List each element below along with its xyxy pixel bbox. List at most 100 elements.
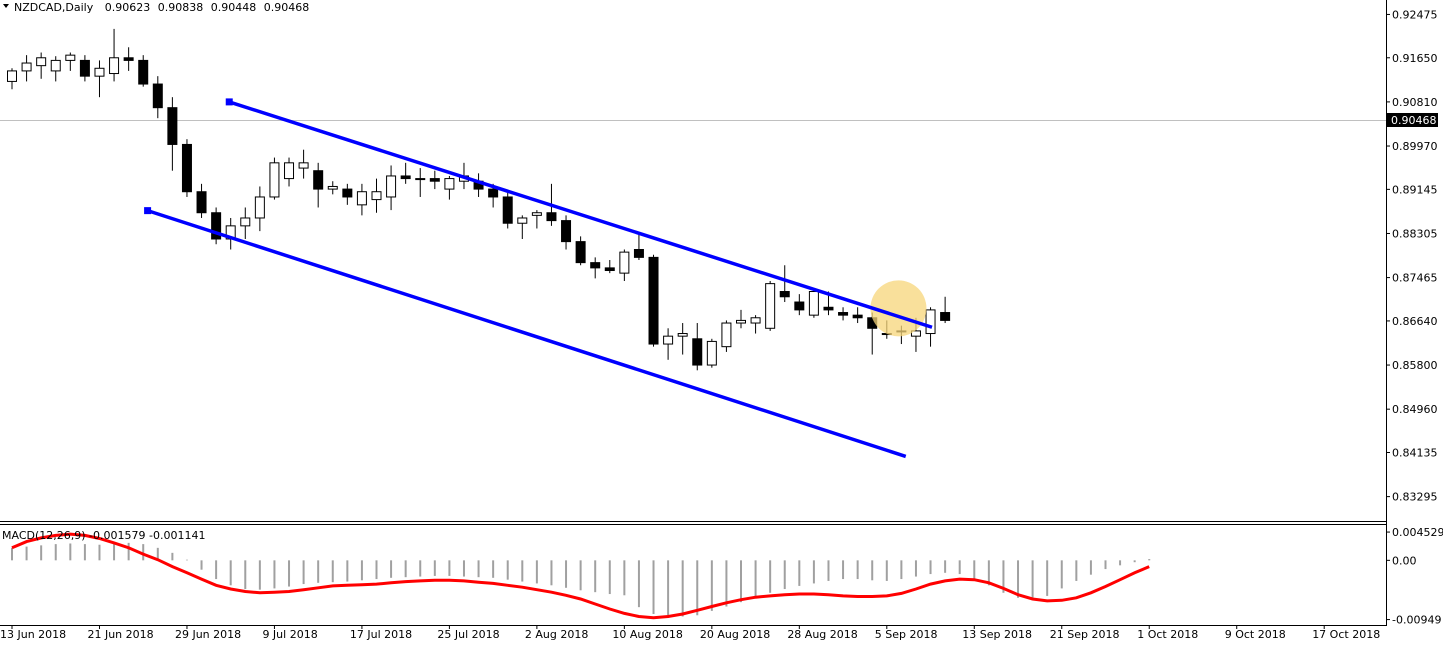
macd-signal <box>11 532 1150 620</box>
candle-body-bear <box>575 241 586 264</box>
candle-body-bull <box>269 162 280 198</box>
candle-body-bull <box>750 317 761 324</box>
trend-channel[interactable] <box>144 98 933 459</box>
candle <box>692 323 703 371</box>
candle-body-bear <box>633 248 644 258</box>
candle <box>765 281 776 331</box>
channel-upper-line[interactable] <box>228 100 933 329</box>
candle-body-bear <box>152 83 163 109</box>
candle-body-bull <box>677 333 688 337</box>
candle-body-bear <box>502 196 513 224</box>
candle-body-bull <box>371 191 382 201</box>
time-tick-label: 13 Sep 2018 <box>962 628 1032 641</box>
header-dropdown-icon[interactable] <box>3 4 9 8</box>
candle <box>123 47 134 71</box>
candle <box>619 249 630 282</box>
candle <box>254 186 265 232</box>
current-price-tag: 0.90468 <box>1387 113 1438 127</box>
time-tick-label: 13 Jun 2018 <box>0 628 66 641</box>
time-tick-label: 20 Aug 2018 <box>700 628 770 641</box>
candle <box>736 309 746 329</box>
time-tick-label: 5 Sep 2018 <box>875 628 938 641</box>
candle-body-bull <box>284 162 295 180</box>
candle <box>342 183 353 205</box>
candle <box>706 338 717 368</box>
candle-body-bear <box>852 314 863 319</box>
candle <box>779 265 790 303</box>
current-price-tag-text: 0.90468 <box>1391 114 1437 127</box>
candle-body-bull <box>415 178 426 181</box>
time-tick-label: 17 Jul 2018 <box>350 628 412 641</box>
candle <box>36 52 47 79</box>
macd-tick-label: 0.004529 <box>1392 526 1443 539</box>
candle-body-bull <box>444 178 455 190</box>
macd-tick-label: 0.00 <box>1392 554 1417 567</box>
time-tick-label: 25 Jul 2018 <box>437 628 499 641</box>
price-tick-label: 0.84135 <box>1392 447 1438 460</box>
header-open: 0.90623 <box>105 1 151 14</box>
price-tick-label: 0.84960 <box>1392 403 1438 416</box>
candle-body-bear <box>167 107 178 145</box>
candle <box>181 139 192 197</box>
candle <box>590 257 601 279</box>
header-low: 0.90448 <box>211 1 257 14</box>
candle <box>79 55 90 82</box>
candle-body-bull <box>808 291 819 316</box>
candle-body-bear <box>123 57 134 61</box>
macd-tick-label: -0.00949 <box>1392 614 1441 627</box>
macd-histogram <box>11 542 1151 618</box>
candle-body-bull <box>94 67 105 77</box>
candles <box>7 28 951 371</box>
candle <box>852 307 863 324</box>
candle-body-bear <box>838 312 849 316</box>
candle <box>50 56 61 82</box>
candle <box>633 233 644 260</box>
price-tick-label: 0.87465 <box>1392 272 1438 285</box>
candle-body-bull <box>663 335 674 345</box>
candle <box>298 149 309 179</box>
candle-body-bear <box>561 220 572 243</box>
candle <box>575 236 586 266</box>
candle-body-bear <box>429 178 440 182</box>
candle <box>517 215 528 239</box>
candle-body-bull <box>50 59 61 72</box>
candle-body-bull <box>298 162 309 169</box>
price-tick-label: 0.88305 <box>1392 227 1438 240</box>
chart-header: NZDCAD,Daily 0.90623 0.90838 0.90448 0.9… <box>3 1 309 14</box>
highlight-marker <box>870 280 927 337</box>
candle <box>94 60 105 98</box>
price-tick-label: 0.89970 <box>1392 140 1438 153</box>
candle-body-bull <box>36 57 47 67</box>
price-tick-label: 0.92475 <box>1392 8 1438 21</box>
candle <box>429 170 440 190</box>
candle <box>415 168 426 197</box>
candle-body-bull <box>517 217 528 224</box>
time-tick-label: 9 Jul 2018 <box>262 628 317 641</box>
candle <box>473 173 484 197</box>
candle <box>225 217 236 250</box>
candle-body-bear <box>138 59 149 85</box>
time-tick-label: 2 Aug 2018 <box>525 628 588 641</box>
channel-anchor-handle <box>144 207 152 215</box>
candle <box>152 76 163 119</box>
candle-body-bull <box>21 62 32 72</box>
candle-body-bull <box>254 196 265 219</box>
price-tick-label: 0.90810 <box>1392 96 1438 109</box>
candle <box>269 157 280 200</box>
candle <box>109 28 120 82</box>
candle <box>21 55 32 82</box>
time-tick-label: 1 Oct 2018 <box>1137 628 1198 641</box>
candle <box>313 162 324 208</box>
candle-body-bull <box>356 191 367 206</box>
time-tick-label: 29 Jun 2018 <box>175 628 241 641</box>
candle-body-bull <box>736 319 746 324</box>
price-axis: 0.92475 0.91650 0.90810 0.89970 0.89145 0.883… <box>1386 8 1438 504</box>
channel-lower-line[interactable] <box>147 208 907 459</box>
candle-body-bear <box>692 338 703 366</box>
candle <box>502 191 513 229</box>
header-high: 0.90838 <box>158 1 204 14</box>
candle-body-bear <box>400 175 411 180</box>
candle <box>138 55 149 87</box>
candle-body-bull <box>386 175 397 198</box>
